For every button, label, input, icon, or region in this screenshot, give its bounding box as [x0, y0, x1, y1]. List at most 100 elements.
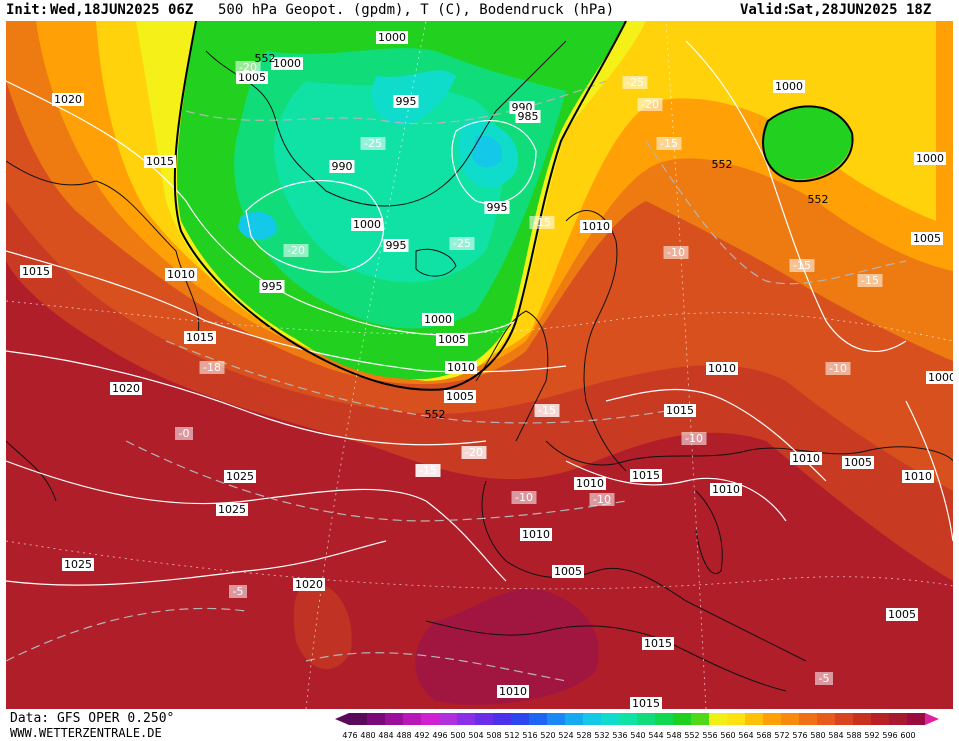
pressure-label: 1010 — [574, 477, 606, 490]
legend-swatch — [367, 713, 385, 725]
legend-swatches — [335, 713, 939, 725]
svg-text:1005: 1005 — [888, 608, 916, 621]
svg-text:1015: 1015 — [186, 331, 214, 344]
legend-tick-label: 492 — [414, 731, 429, 740]
legend-tick-label: 600 — [900, 731, 915, 740]
legend-tick-label: 500 — [450, 731, 465, 740]
svg-text:-15: -15 — [538, 404, 556, 417]
legend-swatch — [565, 713, 583, 725]
svg-text:1015: 1015 — [644, 637, 672, 650]
temperature-label: -20 — [235, 61, 261, 74]
temperature-label: -10 — [511, 491, 537, 504]
legend-swatch — [763, 713, 781, 725]
svg-text:1000: 1000 — [378, 31, 406, 44]
svg-text:-15: -15 — [533, 216, 551, 229]
legend-tick-label: 564 — [738, 731, 753, 740]
chart-title: 500 hPa Geopot. (gpdm), T (C), Bodendruc… — [218, 2, 615, 18]
legend-swatch — [349, 713, 367, 725]
legend-tick-labels: 476 480 484 488 492 496 500 504 508 512 516 520 524 5… — [342, 731, 915, 740]
pressure-label: 1010 — [710, 483, 742, 496]
legend-tick-label: 516 — [522, 731, 537, 740]
svg-text:1010: 1010 — [576, 477, 604, 490]
temperature-label: -0 — [175, 427, 193, 440]
svg-text:1015: 1015 — [632, 697, 660, 709]
geopotential-label: 552 — [255, 52, 276, 65]
init-datetime: Wed,18JUN2025 06Z — [50, 2, 194, 18]
temperature-label: -20 — [283, 244, 309, 257]
svg-text:1000: 1000 — [353, 218, 381, 231]
pressure-label: 1015 — [630, 697, 662, 709]
temperature-label: -10 — [825, 362, 851, 375]
svg-text:-18: -18 — [203, 361, 221, 374]
pressure-label: 1010 — [790, 452, 822, 465]
pressure-label: 1015 — [630, 469, 662, 482]
svg-text:1015: 1015 — [22, 265, 50, 278]
legend-tick-label: 576 — [792, 731, 807, 740]
svg-text:552: 552 — [712, 158, 733, 171]
svg-text:-10: -10 — [515, 491, 533, 504]
pressure-label: 1010 — [580, 220, 612, 233]
legend-swatch — [709, 713, 727, 725]
svg-text:1005: 1005 — [844, 456, 872, 469]
svg-text:-15: -15 — [419, 464, 437, 477]
svg-text:-10: -10 — [829, 362, 847, 375]
svg-text:1010: 1010 — [708, 362, 736, 375]
temperature-label: -15 — [415, 464, 441, 477]
pressure-label: 1005 — [436, 333, 468, 346]
weather-map: 1000100010059959901000995990985995995100… — [6, 21, 953, 709]
pressure-label: 1015 — [184, 331, 216, 344]
cut-off-low-east — [762, 107, 852, 180]
temperature-label: -5 — [229, 585, 247, 598]
pressure-label: 1020 — [52, 93, 84, 106]
svg-text:1010: 1010 — [447, 361, 475, 374]
temperature-label: -10 — [589, 493, 615, 506]
legend-swatch — [439, 713, 457, 725]
legend-tick-label: 532 — [594, 731, 609, 740]
pressure-label: 1010 — [497, 685, 529, 698]
pressure-label: 1010 — [445, 361, 477, 374]
legend-low-arrow — [335, 713, 349, 725]
legend-tick-label: 480 — [360, 731, 375, 740]
legend-tick-label: 580 — [810, 731, 825, 740]
legend-swatch — [691, 713, 709, 725]
pressure-label: 1025 — [62, 558, 94, 571]
svg-text:1000: 1000 — [775, 80, 803, 93]
svg-text:995: 995 — [262, 280, 283, 293]
temperature-label: -20 — [637, 98, 663, 111]
legend-swatch — [385, 713, 403, 725]
pressure-label: 1025 — [224, 470, 256, 483]
temperature-label: -25 — [622, 76, 648, 89]
geopotential-labels: 552 552 552 552 — [255, 52, 829, 421]
svg-text:985: 985 — [518, 110, 539, 123]
temperature-label: -15 — [789, 259, 815, 272]
website-label: WWW.WETTERZENTRALE.DE — [10, 726, 162, 740]
pressure-label: 1005 — [842, 456, 874, 469]
pressure-label: 995 — [393, 95, 419, 108]
legend-swatch — [889, 713, 907, 725]
pressure-label: 1020 — [110, 382, 142, 395]
svg-text:-5: -5 — [233, 585, 244, 598]
pressure-label: 1020 — [293, 578, 325, 591]
svg-text:1005: 1005 — [238, 71, 266, 84]
pressure-label: 1010 — [165, 268, 197, 281]
legend-high-arrow — [925, 713, 939, 725]
legend-swatch — [511, 713, 529, 725]
legend-swatch — [637, 713, 655, 725]
init-label: Init: — [6, 2, 49, 18]
svg-text:-15: -15 — [861, 274, 879, 287]
legend-tick-label: 496 — [432, 731, 447, 740]
valid-datetime: Sat,28JUN2025 18Z — [788, 2, 932, 18]
svg-text:1005: 1005 — [913, 232, 941, 245]
svg-text:-5: -5 — [819, 672, 830, 685]
temperature-labels: -20 -20 -25 -25 -20 -25 -15 -15 -20 -15 -10 -15 -15 -… — [175, 61, 883, 685]
legend-tick-label: 588 — [846, 731, 861, 740]
pressure-label: 1015 — [20, 265, 52, 278]
legend-tick-label: 592 — [864, 731, 879, 740]
temperature-label: -15 — [529, 216, 555, 229]
temperature-label: -15 — [534, 404, 560, 417]
geopotential-label: 552 — [808, 193, 829, 206]
svg-text:1015: 1015 — [632, 469, 660, 482]
pressure-label: 1015 — [642, 637, 674, 650]
legend-swatch — [799, 713, 817, 725]
